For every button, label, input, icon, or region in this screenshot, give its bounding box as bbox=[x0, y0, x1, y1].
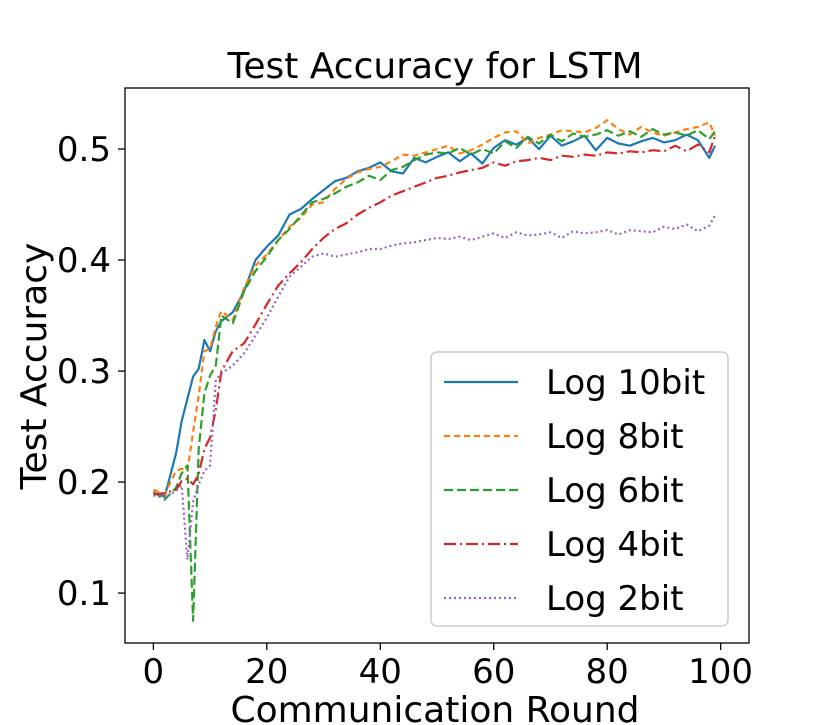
legend-label-2: Log 8bit bbox=[546, 417, 684, 457]
series-line-4 bbox=[153, 135, 717, 496]
y-tick-label: 0.4 bbox=[57, 241, 111, 281]
x-axis: 0 20 40 60 80 100 bbox=[143, 643, 753, 692]
x-tick-label: 80 bbox=[586, 652, 629, 692]
y-axis-label: Test Accuracy bbox=[14, 243, 55, 491]
y-tick-label: 0.2 bbox=[57, 463, 111, 503]
y-tick-label: 0.1 bbox=[57, 574, 111, 614]
series-line-2 bbox=[152, 119, 717, 496]
legend-box bbox=[430, 351, 729, 627]
legend-label-5: Log 2bit bbox=[546, 579, 684, 619]
legend-label-4: Log 4bit bbox=[546, 525, 684, 565]
legend-label-1: Log 10bit bbox=[546, 363, 705, 403]
x-tick-label: 60 bbox=[472, 652, 515, 692]
series-line-3 bbox=[152, 128, 716, 622]
chart-title: Test Accuracy for LSTM bbox=[226, 46, 642, 87]
x-tick-label: 100 bbox=[688, 652, 753, 692]
legend-label-3: Log 6bit bbox=[546, 471, 684, 511]
x-tick-label: 0 bbox=[143, 652, 165, 692]
y-tick-label: 0.5 bbox=[57, 130, 111, 170]
series-line-5 bbox=[153, 215, 716, 561]
y-axis: 0.1 0.2 0.3 0.4 0.5 bbox=[57, 130, 125, 614]
x-tick-label: 40 bbox=[359, 652, 402, 692]
x-tick-label: 20 bbox=[245, 652, 288, 692]
series-layer bbox=[152, 119, 717, 622]
series-line-1 bbox=[153, 133, 716, 498]
x-axis-label: Communication Round bbox=[230, 690, 639, 725]
y-tick-label: 0.3 bbox=[57, 352, 111, 392]
legend: Log 10bit Log 8bit Log 6bit Log 4bit Log 2bi… bbox=[430, 351, 729, 627]
